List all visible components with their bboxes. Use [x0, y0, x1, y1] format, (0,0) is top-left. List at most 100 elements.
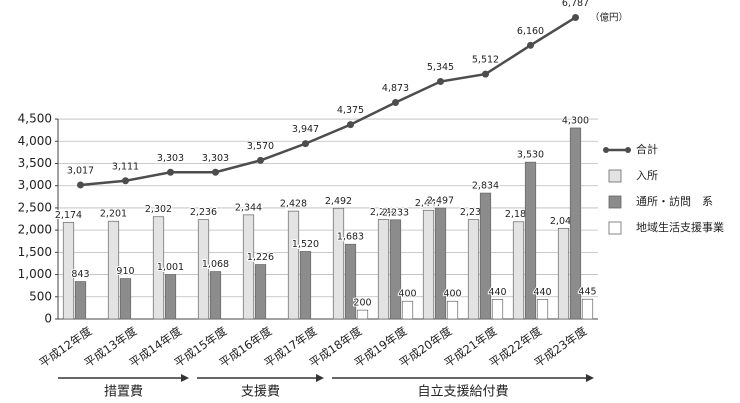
value-label: 3,017 — [67, 165, 94, 176]
value-label: 2,834 — [472, 181, 499, 192]
value-label: 2,302 — [145, 204, 172, 215]
legend-swatch — [608, 221, 622, 235]
line — [80, 16, 577, 187]
point — [77, 181, 84, 189]
bar — [422, 209, 435, 320]
point — [392, 98, 399, 106]
value-label: 3,303 — [157, 153, 184, 164]
value-label: 400 — [443, 289, 461, 300]
point — [347, 121, 354, 129]
point — [167, 168, 174, 176]
y-tick-label: 3,500 — [18, 156, 52, 170]
point — [482, 70, 489, 78]
value-label: 3,111 — [112, 161, 139, 172]
point — [572, 13, 579, 21]
legend-label: 合計 — [636, 142, 658, 156]
value-label: 843 — [71, 269, 89, 280]
value-label: 200 — [353, 298, 371, 309]
bar — [119, 278, 132, 320]
bar — [299, 251, 312, 320]
y-tick-label: 1,500 — [18, 245, 52, 259]
point — [122, 177, 129, 185]
value-label: 440 — [488, 287, 506, 298]
bar — [434, 207, 447, 320]
value-label: 4,873 — [382, 83, 409, 94]
bar — [479, 192, 492, 320]
bar — [209, 271, 222, 320]
unit-label: （億円） — [590, 12, 628, 24]
value-label: 2,344 — [235, 202, 262, 213]
bar — [287, 210, 300, 320]
arrow-head — [586, 374, 594, 382]
bar — [389, 219, 402, 320]
bar — [242, 214, 255, 320]
bar — [467, 219, 480, 320]
y-tick-label: 4,500 — [18, 112, 52, 126]
value-label: 1,001 — [157, 262, 184, 273]
value-label: 2,428 — [280, 199, 307, 210]
bar — [254, 264, 267, 320]
bar — [536, 299, 549, 320]
period-label: 支援費 — [241, 385, 280, 400]
point — [212, 168, 219, 176]
value-label: 2,240 — [370, 207, 397, 218]
bar — [332, 207, 345, 320]
y-tick-label: 500 — [29, 289, 52, 303]
bar — [74, 281, 87, 320]
value-label: 1,683 — [337, 232, 364, 243]
legend-label: 入所 — [636, 169, 658, 182]
point — [527, 41, 534, 49]
legend-swatch — [608, 195, 622, 209]
arrow-head — [181, 374, 189, 382]
value-label: 1,520 — [292, 239, 319, 250]
value-label: 6,160 — [517, 26, 544, 37]
bar — [356, 309, 369, 320]
legend-label: 通所・訪問 系 — [636, 194, 713, 208]
value-label: 3,303 — [202, 153, 229, 164]
legend-swatch — [603, 147, 609, 153]
value-label: 5,345 — [427, 62, 454, 73]
legend-swatch — [625, 147, 631, 153]
arrow-head — [316, 374, 324, 382]
value-label: 3,570 — [247, 141, 274, 152]
legend-label: 地域生活支援事業 — [636, 220, 724, 234]
bar — [557, 227, 570, 320]
bar — [491, 299, 504, 320]
value-label: 2,233 — [382, 207, 409, 218]
point — [302, 140, 309, 148]
y-tick-label: 4,000 — [18, 134, 52, 148]
value-label: 2,492 — [325, 196, 352, 207]
bar — [569, 127, 582, 320]
bar — [62, 222, 75, 320]
value-label: 1,226 — [247, 252, 274, 263]
y-tick-label: 1,000 — [18, 267, 52, 281]
bar — [401, 300, 414, 320]
bar — [164, 274, 177, 320]
period-label: 自立支援給付費 — [417, 385, 508, 400]
value-label: 5,512 — [472, 55, 499, 66]
period-label: 措置費 — [104, 385, 143, 400]
value-label: 1,068 — [202, 259, 229, 270]
y-tick-label: 2,000 — [18, 223, 52, 237]
value-label: 910 — [116, 266, 134, 277]
value-label: 2,236 — [190, 207, 217, 218]
value-label: 2,201 — [100, 209, 127, 220]
value-label: 440 — [533, 287, 551, 298]
value-label: 2,447 — [415, 198, 442, 209]
bar — [524, 161, 537, 320]
value-label: 3,530 — [517, 150, 544, 161]
bar — [344, 243, 357, 320]
legend-swatch — [608, 169, 622, 183]
y-tick-label: 2,500 — [18, 200, 52, 214]
bar — [197, 219, 210, 320]
bar — [446, 300, 459, 320]
bar — [152, 216, 165, 320]
bar — [107, 220, 120, 320]
value-label: 4,375 — [337, 105, 364, 116]
value-label: 2,174 — [55, 210, 82, 221]
y-tick-label: 0 — [44, 312, 52, 326]
value-label: 6,787 — [562, 0, 589, 9]
value-label: 445 — [578, 287, 596, 298]
bar — [512, 221, 525, 320]
